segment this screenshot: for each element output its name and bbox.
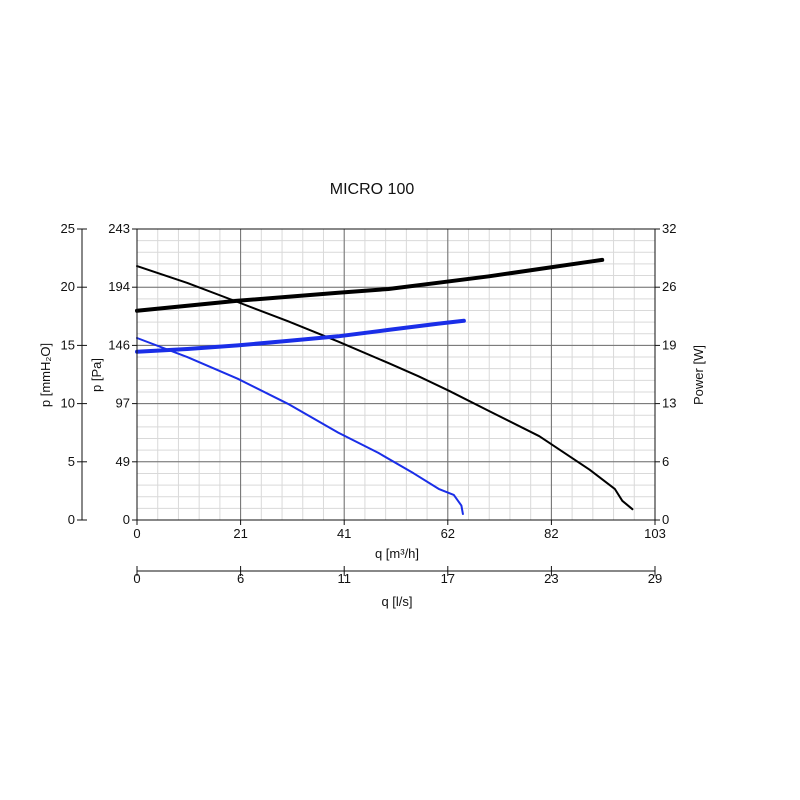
y2-tick-label: 26 — [662, 279, 676, 294]
plot-frame — [136, 228, 656, 521]
y-tick-label: 49 — [116, 454, 130, 469]
y-outer-tick-label: 10 — [61, 396, 75, 411]
x2-tick-label: 17 — [441, 571, 455, 586]
x-axis-label: q [m³/h] — [375, 546, 419, 561]
pressure-curve-1 — [136, 337, 464, 515]
y-outer-tick-label: 25 — [61, 221, 75, 236]
x2-tick-label: 11 — [337, 571, 351, 586]
y-tick-label: 146 — [108, 337, 130, 352]
y-tick-label: 194 — [108, 279, 130, 294]
grid — [136, 228, 656, 521]
y-outer-tick-label: 15 — [61, 337, 75, 352]
x2-tick-label: 0 — [133, 571, 140, 586]
y-outer-tick-label: 20 — [61, 279, 75, 294]
y-tick-label: 0 — [123, 512, 130, 527]
x-tick-label: 41 — [337, 526, 351, 541]
y-tick-label: 243 — [108, 221, 130, 236]
x-tick-label: 82 — [544, 526, 558, 541]
power-curve-3 — [135, 318, 466, 354]
y-axis-label: p [Pa] — [89, 358, 104, 392]
x-tick-label: 103 — [644, 526, 666, 541]
y2-tick-label: 13 — [662, 396, 676, 411]
x-tick-label: 0 — [133, 526, 140, 541]
x2-tick-label: 29 — [648, 571, 662, 586]
y2-axis-label: Power [W] — [691, 345, 706, 405]
y2-tick-label: 19 — [662, 337, 676, 352]
y2-tick-label: 0 — [662, 512, 669, 527]
x-tick-label: 62 — [441, 526, 455, 541]
series-group — [135, 257, 634, 515]
y-outer-tick-label: 5 — [68, 454, 75, 469]
y2-tick-label: 32 — [662, 221, 676, 236]
y-outer-tick-label: 0 — [68, 512, 75, 527]
x-tick-label: 21 — [233, 526, 247, 541]
y2-tick-label: 6 — [662, 454, 669, 469]
chart-title: MICRO 100 — [330, 181, 415, 198]
x2-axis-label: q [l/s] — [381, 594, 412, 609]
power-curve-2 — [135, 257, 605, 313]
y-outer-axis-label: p [mmH₂O] — [38, 343, 53, 407]
y-tick-label: 97 — [116, 396, 130, 411]
x2-tick-label: 6 — [237, 571, 244, 586]
x2-tick-label: 23 — [544, 571, 558, 586]
pressure-curve-0 — [136, 265, 634, 511]
